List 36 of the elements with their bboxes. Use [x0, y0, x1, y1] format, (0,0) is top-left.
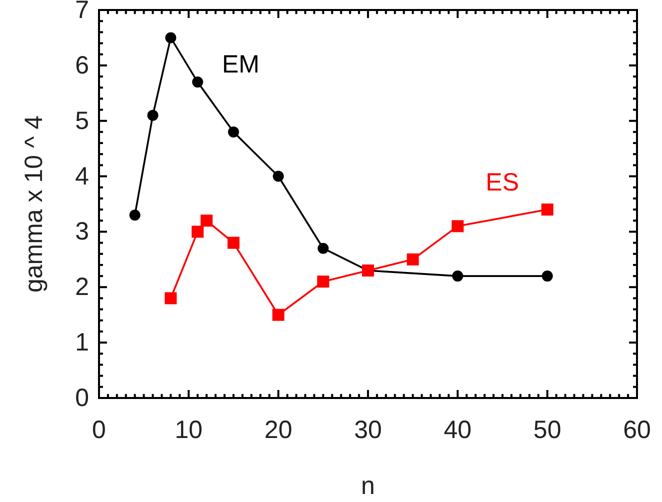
point — [272, 170, 284, 182]
point — [542, 270, 553, 282]
y-tick-label: 4 — [75, 162, 90, 190]
point — [164, 292, 177, 304]
y-tick-label: 7 — [75, 0, 89, 24]
point — [228, 126, 239, 138]
x-tick-label: 50 — [533, 416, 562, 444]
point — [317, 276, 330, 288]
point — [272, 308, 284, 321]
point — [192, 76, 204, 88]
y-axis-title: gamma x 10 ^ 4 — [20, 115, 48, 293]
x-tick-label: 10 — [174, 416, 203, 444]
series-label: ES — [486, 168, 520, 197]
point — [147, 110, 158, 121]
point — [452, 270, 464, 282]
y-tick-label: 3 — [75, 218, 89, 246]
point — [192, 226, 204, 238]
x-tick-label: 30 — [354, 416, 382, 444]
y-tick-label: 6 — [75, 51, 89, 80]
point — [129, 210, 140, 221]
y-tick-label: 5 — [75, 106, 89, 135]
x-tick-label: 20 — [264, 416, 292, 444]
point — [452, 220, 464, 232]
y-tick-label: 2 — [75, 273, 89, 302]
point — [541, 204, 554, 216]
point — [318, 242, 329, 254]
point — [228, 236, 240, 249]
x-axis-title: n — [361, 472, 375, 500]
y-tick-label: 1 — [75, 328, 89, 357]
x-tick-label: 40 — [444, 416, 472, 444]
point — [165, 32, 176, 44]
series-label: EM — [222, 50, 260, 79]
x-tick-label: 60 — [623, 416, 651, 444]
point — [200, 214, 213, 227]
point — [406, 253, 419, 266]
y-tick-label: 0 — [75, 384, 89, 412]
